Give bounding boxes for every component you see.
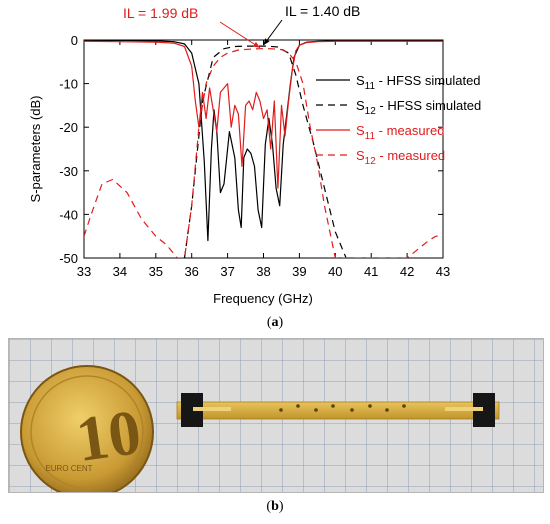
- coin-denomination: 10: [72, 396, 145, 475]
- coin-text: EURO CENT: [45, 464, 92, 473]
- annotation-arrowhead-1: [253, 41, 260, 48]
- caption-b: (b): [266, 499, 284, 514]
- series-line-2: [183, 45, 350, 258]
- annotation-label-1: IL = 1.99 dB: [123, 5, 198, 21]
- series-line-3: [84, 40, 443, 189]
- series-layer: [84, 40, 443, 258]
- annotation-arrowhead-2: [263, 38, 270, 46]
- series-line-1: [84, 40, 443, 242]
- annotations: IL = 1.99 dB IL = 1.40 dB: [123, 3, 360, 49]
- x-tick-label: 40: [328, 264, 342, 279]
- filter-photo: 10 EURO CENT: [8, 338, 544, 493]
- s-parameter-chart: 33 34 35 36 37 38 39 40 41 42 43 0-10-20-30-40-50 …: [28, 3, 481, 306]
- legend-label-1: S11 - HFSS simulated: [356, 73, 481, 92]
- x-tick-label: 39: [292, 264, 306, 279]
- x-tick-label: 42: [400, 264, 414, 279]
- coin-image: 10 EURO CENT: [20, 365, 154, 492]
- y-tick-label: -10: [59, 77, 78, 92]
- x-axis-ticks: 33 34 35 36 37 38 39 40 41 42 43: [77, 40, 450, 279]
- x-tick-label: 41: [364, 264, 378, 279]
- legend-label-4: S12 - measured: [356, 148, 445, 167]
- y-tick-label: -50: [59, 251, 78, 266]
- caption-a: (a): [266, 315, 284, 330]
- annotation-arrow-1: [219, 21, 261, 49]
- x-tick-label: 38: [256, 264, 270, 279]
- x-tick-label: 36: [184, 264, 198, 279]
- y-axis-label: S-parameters (dB): [28, 96, 43, 203]
- y-tick-label: -30: [59, 164, 78, 179]
- legend-label-3: S11 - measured: [356, 123, 444, 142]
- y-tick-label: 0: [71, 33, 78, 48]
- x-axis-label: Frequency (GHz): [213, 291, 313, 306]
- x-tick-label: 33: [77, 264, 91, 279]
- legend-label-2: S12 - HFSS simulated: [356, 98, 481, 117]
- x-tick-label: 34: [113, 264, 127, 279]
- y-tick-label: -40: [59, 207, 78, 222]
- x-tick-label: 43: [436, 264, 450, 279]
- y-tick-label: -20: [59, 120, 78, 135]
- x-tick-label: 37: [220, 264, 234, 279]
- filter-board-image: [176, 393, 500, 427]
- annotation-label-2: IL = 1.40 dB: [285, 3, 360, 19]
- y-axis-ticks: 0 -10 -20 -30 -40 -50: [59, 33, 443, 266]
- legend: S11 - HFSS simulated S12 - HFSS simulated…: [316, 73, 481, 167]
- x-tick-label: 35: [149, 264, 163, 279]
